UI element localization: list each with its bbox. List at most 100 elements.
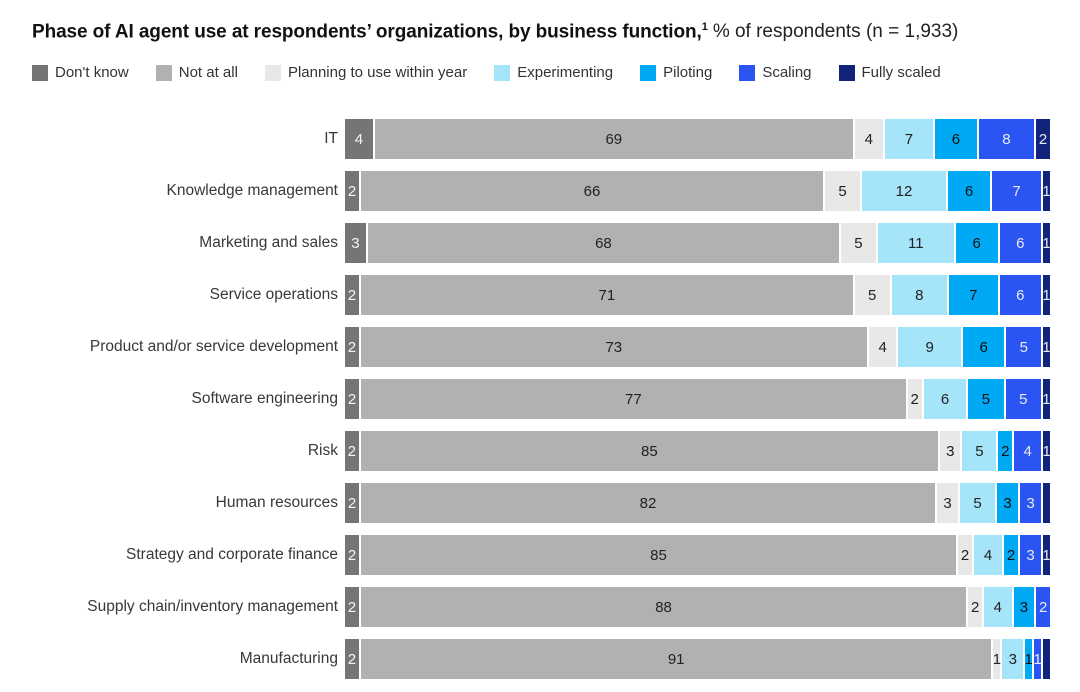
bar-segment: 2 (345, 171, 359, 212)
bar-segment: 9 (898, 327, 961, 368)
footnote-marker: 1 (701, 21, 708, 33)
bar-segment: 7 (948, 275, 998, 316)
category-label: Strategy and corporate finance (126, 546, 338, 564)
bar-segment: 6 (955, 223, 998, 264)
stacked-bar: 2 85 2 4 2 3 1 (345, 535, 1051, 576)
bar-segment: 6 (962, 327, 1005, 368)
bar-segment: 1 (993, 639, 1001, 680)
bar-segment: 3 (1013, 587, 1035, 628)
legend-swatch (32, 64, 48, 81)
chart-row: Human resources 2 82 3 5 3 3 (32, 483, 1050, 524)
chart-row: Risk 2 85 3 5 2 4 1 (32, 431, 1051, 472)
bar-segment: 2 (345, 587, 359, 628)
bar-segment: 2 (907, 379, 922, 420)
stacked-bar: 2 66 5 12 6 7 1 (345, 171, 1051, 212)
bar-segment: 91 (360, 639, 992, 680)
bar-segment: 73 (360, 327, 867, 368)
bar-segment: 5 (960, 483, 995, 524)
bar-segment: 6 (935, 119, 977, 160)
legend-item: Don't know (32, 64, 129, 81)
bar-segment: 1 (1042, 535, 1051, 576)
bar-segment: 3 (940, 431, 961, 472)
bar-segment: 3 (1020, 535, 1041, 576)
legend-label: Don't know (55, 64, 129, 82)
bar-segment: 6 (948, 171, 990, 212)
bar-segment: 4 (1014, 431, 1042, 472)
bar-segment: 6 (999, 275, 1042, 316)
bar-segment: 7 (992, 171, 1041, 212)
stacked-bar: 2 71 5 8 7 6 1 (345, 275, 1051, 316)
bar-segment: 2 (968, 587, 983, 628)
chart-row: Manufacturing 2 91 1 3 1 1 (32, 639, 1051, 680)
legend-label: Scaling (762, 64, 812, 82)
legend-item: Experimenting (494, 64, 613, 81)
bar-segment: 69 (374, 119, 853, 160)
legend-label: Experimenting (517, 64, 614, 82)
bar-segment: 71 (360, 275, 853, 316)
chart-row: Marketing and sales 3 68 5 11 6 6 1 (32, 223, 1051, 264)
bar-segment: 88 (360, 587, 967, 628)
bar-segment: 2 (345, 379, 360, 420)
category-label: Human resources (215, 494, 338, 512)
bar-segment: 2 (345, 639, 359, 680)
chart-row: Software engineering 2 77 2 6 5 5 1 (32, 379, 1051, 420)
bar-segment: 4 (974, 535, 1002, 576)
legend-swatch (838, 64, 855, 81)
bar-segment: 5 (1006, 327, 1042, 368)
legend-swatch (155, 64, 172, 81)
bar-segment: 2 (345, 431, 359, 472)
chart-row: Supply chain/inventory management 2 88 2 4 3 2 (32, 587, 1051, 628)
bar-segment: 4 (984, 587, 1012, 628)
legend-swatch (494, 64, 511, 81)
bar-segment: 85 (361, 535, 956, 576)
bar-segment: 2 (345, 535, 359, 576)
bar-segment: 5 (854, 275, 890, 316)
bar-segment: 8 (891, 275, 947, 316)
chart-title-bold: Phase of AI agent use at respondents’ or… (32, 21, 702, 43)
bar-segment: 4 (345, 119, 373, 160)
bar-segment: 2 (1004, 535, 1018, 576)
chart-row: Strategy and corporate finance 2 85 2 4 2 3 1 (32, 535, 1051, 576)
bar-segment: 2 (1036, 587, 1051, 628)
legend-label: Piloting (663, 64, 713, 82)
legend-item: Scaling (739, 64, 812, 82)
bar-segment (1043, 639, 1051, 680)
bar-segment: 7 (884, 119, 934, 160)
chart-title: Phase of AI agent use at respondents’ or… (32, 14, 1050, 45)
bar-segment: 1 (1042, 431, 1051, 472)
chart-row: Service operations 2 71 5 8 7 6 1 (32, 275, 1051, 316)
bar-segment: 2 (998, 431, 1013, 472)
chart-title-regular: % of respondents (n = 1,933) (712, 21, 959, 43)
category-label: Manufacturing (239, 650, 338, 668)
bar-segment: 3 (1002, 639, 1024, 680)
bar-segment: 82 (361, 483, 935, 524)
bar-segment: 4 (868, 327, 897, 368)
bar-segment: 8 (978, 119, 1035, 160)
chart-row: Knowledge management 2 66 5 12 6 7 1 (32, 171, 1051, 212)
legend-swatch (264, 64, 281, 81)
bar-segment: 6 (923, 379, 967, 420)
bar-segment: 1 (1042, 379, 1051, 420)
bar-segment: 1 (1042, 171, 1051, 212)
category-label: Knowledge management (166, 182, 338, 200)
category-label: Marketing and sales (199, 234, 338, 252)
category-label: IT (324, 130, 338, 148)
bar-segment: 3 (345, 223, 366, 264)
stacked-bar: 2 82 3 5 3 3 (345, 483, 1050, 524)
bar-segment: 85 (360, 431, 939, 472)
category-label: Service operations (209, 286, 338, 304)
legend-item: Piloting (640, 64, 712, 81)
bar-segment: 4 (854, 119, 883, 160)
bar-segment: 12 (862, 171, 946, 212)
legend-swatch (640, 64, 657, 81)
legend-label: Fully scaled (861, 64, 941, 82)
bar-segment: 3 (997, 483, 1018, 524)
bar-segment: 5 (841, 223, 876, 264)
chart-rows: IT 4 69 4 7 6 8 2 Knowledge management 2 66 5 12 6 7 1 M… (32, 119, 1051, 680)
category-label: Risk (307, 442, 338, 460)
stacked-bar: 2 85 3 5 2 4 1 (345, 431, 1051, 472)
legend-swatch (739, 64, 756, 81)
legend-label: Planning to use within year (287, 64, 468, 82)
bar-segment: 1 (1025, 639, 1033, 680)
